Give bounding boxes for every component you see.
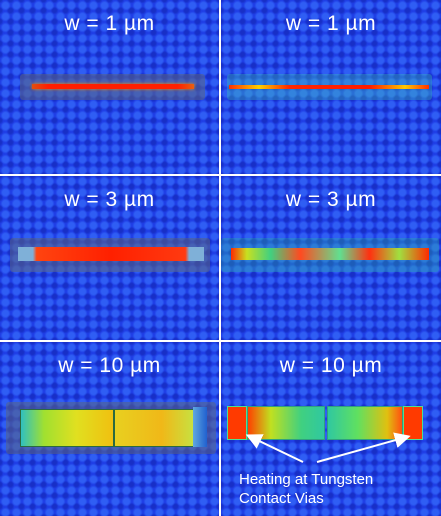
heated-strip <box>229 85 429 89</box>
panel-label: w = 10 µm <box>58 354 161 377</box>
edge-contact <box>193 407 207 447</box>
contact-via-right <box>403 406 423 440</box>
heated-pad-left <box>20 409 114 447</box>
panel-label: w = 1 µm <box>285 12 377 35</box>
thermal-panel-10um-right: w = 10 µm Heating at Tungsten Contact Vi… <box>221 342 441 516</box>
panel-label: w = 3 µm <box>64 188 155 211</box>
heated-pad-right <box>327 406 403 440</box>
thermal-panel-10um-left: w = 10 µm <box>0 342 219 516</box>
heated-strip <box>18 247 204 261</box>
arrow-left <box>245 434 304 463</box>
arrow-right <box>316 432 411 463</box>
thermal-panel-3um-right: w = 3 µm <box>221 176 441 340</box>
heated-strip <box>32 84 194 89</box>
thermal-panel-1um-left: w = 1 µm <box>0 0 219 174</box>
panel-label: w = 10 µm <box>279 354 383 377</box>
contact-via-left <box>227 406 247 440</box>
panel-label: w = 1 µm <box>64 12 155 35</box>
heated-strip <box>231 248 429 260</box>
thermal-panel-3um-left: w = 3 µm <box>0 176 219 340</box>
thermal-panel-1um-right: w = 1 µm <box>221 0 441 174</box>
annotation-text: Heating at Tungsten Contact Vias <box>239 470 439 508</box>
panel-label: w = 3 µm <box>285 188 377 211</box>
annotation-line-2: Contact Vias <box>239 490 324 507</box>
annotation-arrows <box>245 432 411 463</box>
annotation-line-1: Heating at Tungsten <box>239 471 374 488</box>
heated-pad-right <box>114 409 194 447</box>
